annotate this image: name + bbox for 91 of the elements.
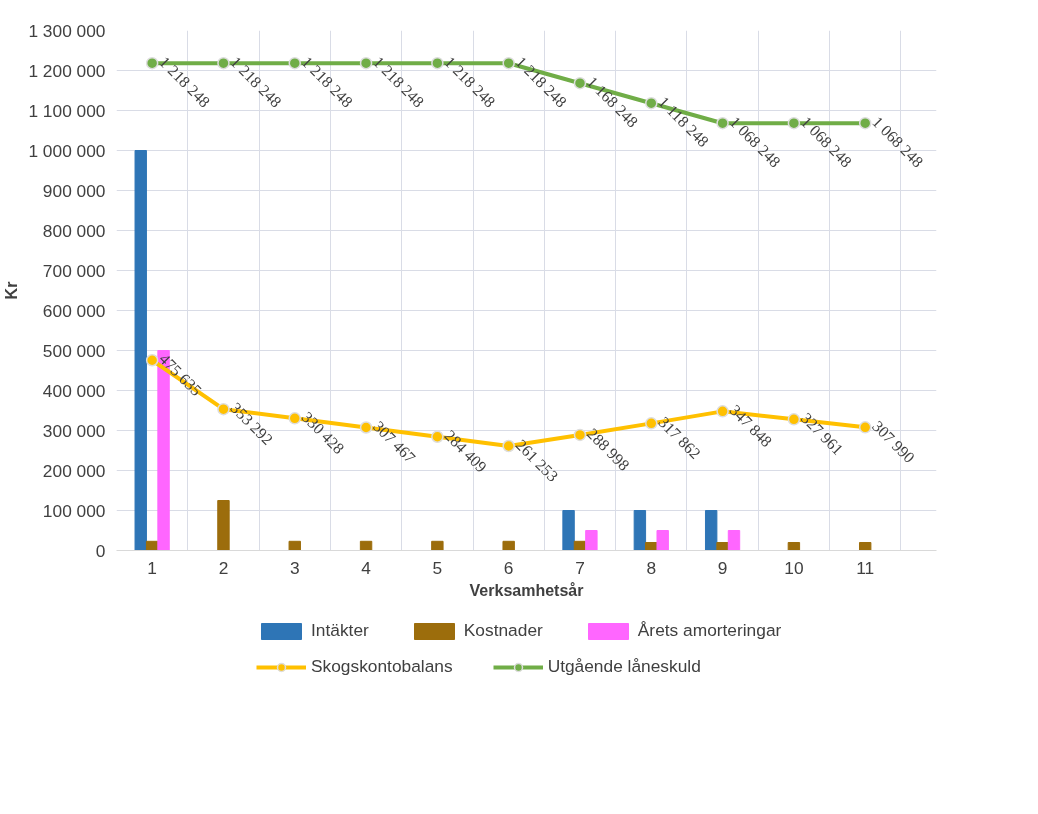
legend-label: Utgående låneskuld bbox=[547, 656, 701, 677]
legend-label: Skogskontobalans bbox=[311, 656, 453, 677]
y-tick-label: 1 000 000 bbox=[28, 140, 106, 161]
x-tick-label: 7 bbox=[575, 557, 585, 578]
data-label: 1 218 248 bbox=[298, 53, 357, 111]
data-label: 1 068 248 bbox=[869, 113, 927, 171]
data-label: 284 409 bbox=[441, 426, 491, 476]
x-tick-label: 10 bbox=[784, 557, 804, 578]
bar bbox=[562, 510, 575, 551]
bar bbox=[858, 542, 872, 551]
data-label: 347 848 bbox=[726, 401, 776, 451]
legend-label: Intäkter bbox=[311, 620, 369, 641]
data-label: 1 168 248 bbox=[583, 73, 642, 131]
data-label: 475 635 bbox=[156, 350, 205, 400]
bar bbox=[704, 510, 718, 551]
point bbox=[431, 56, 444, 70]
x-tick-label: 9 bbox=[717, 557, 728, 578]
x-tick-label: 8 bbox=[646, 557, 657, 578]
y-tick-label: 900 000 bbox=[42, 180, 106, 201]
y-tick-label: 0 bbox=[95, 540, 106, 561]
point bbox=[645, 417, 658, 430]
bar bbox=[134, 150, 147, 551]
point bbox=[573, 428, 587, 442]
point bbox=[359, 56, 373, 70]
data-label: 1 218 248 bbox=[156, 53, 214, 111]
y-tick-label: 1 100 000 bbox=[28, 100, 106, 121]
point bbox=[645, 96, 658, 110]
data-label: 1 118 248 bbox=[655, 93, 713, 151]
point bbox=[787, 413, 801, 426]
data-label: 353 292 bbox=[227, 399, 277, 448]
data-label: 1 068 248 bbox=[726, 113, 784, 171]
y-tick-label: 1 300 000 bbox=[28, 20, 106, 41]
x-tick-label: 11 bbox=[856, 557, 875, 578]
bar bbox=[633, 510, 647, 551]
data-label: 1 218 248 bbox=[512, 53, 570, 111]
bar bbox=[431, 540, 444, 551]
bar bbox=[217, 500, 230, 551]
bar bbox=[727, 530, 741, 551]
data-label: 1 218 248 bbox=[370, 53, 428, 111]
y-tick-label: 400 000 bbox=[42, 380, 106, 401]
point bbox=[502, 56, 515, 70]
x-tick-label: 1 bbox=[147, 557, 157, 578]
y-tick-label: 800 000 bbox=[42, 220, 106, 241]
point bbox=[145, 354, 159, 367]
data-label: 1 218 248 bbox=[227, 53, 285, 111]
data-label: 1 218 248 bbox=[441, 53, 499, 111]
x-tick-label: 2 bbox=[218, 557, 229, 578]
point bbox=[145, 56, 159, 70]
y-tick-label: 100 000 bbox=[42, 500, 106, 521]
x-tick-label: 5 bbox=[432, 557, 443, 578]
bar bbox=[656, 530, 669, 551]
point bbox=[288, 412, 302, 425]
data-label: 317 862 bbox=[655, 413, 705, 463]
point bbox=[502, 439, 515, 453]
point bbox=[858, 421, 872, 434]
legend-label: Årets amorteringar bbox=[637, 620, 782, 641]
data-label: 307 990 bbox=[869, 417, 918, 467]
y-tick-label: 1 200 000 bbox=[28, 60, 106, 81]
x-tick-label: 4 bbox=[361, 557, 372, 578]
point bbox=[716, 116, 729, 130]
y-tick-label: 600 000 bbox=[42, 300, 106, 321]
bar bbox=[359, 540, 373, 551]
data-label: 327 961 bbox=[797, 409, 847, 459]
bar bbox=[787, 542, 801, 551]
point bbox=[288, 56, 302, 70]
point bbox=[217, 56, 230, 70]
data-label: 307 467 bbox=[370, 417, 419, 467]
y-tick-label: 200 000 bbox=[42, 460, 106, 481]
x-tick-label: 3 bbox=[289, 557, 300, 578]
data-label: 1 068 248 bbox=[797, 113, 856, 171]
y-tick-label: 300 000 bbox=[42, 420, 106, 441]
data-label: 330 428 bbox=[298, 408, 348, 458]
bar bbox=[502, 540, 515, 551]
data-label: 288 998 bbox=[583, 424, 633, 474]
y-axis-title: Kr bbox=[3, 281, 21, 300]
data-label: 261 253 bbox=[512, 435, 562, 485]
point bbox=[359, 421, 373, 434]
y-tick-label: 700 000 bbox=[42, 260, 106, 281]
point bbox=[573, 76, 587, 90]
legend-label: Kostnader bbox=[463, 620, 543, 641]
y-tick-label: 500 000 bbox=[42, 340, 106, 361]
bar bbox=[716, 542, 729, 551]
bar bbox=[288, 540, 301, 551]
bar bbox=[585, 530, 598, 551]
x-tick-label: 6 bbox=[503, 557, 514, 578]
point bbox=[716, 405, 729, 418]
x-axis-title: Verksamhetsår bbox=[469, 581, 584, 599]
point bbox=[858, 116, 872, 130]
point bbox=[787, 116, 801, 130]
point bbox=[217, 402, 230, 416]
point bbox=[431, 430, 444, 443]
